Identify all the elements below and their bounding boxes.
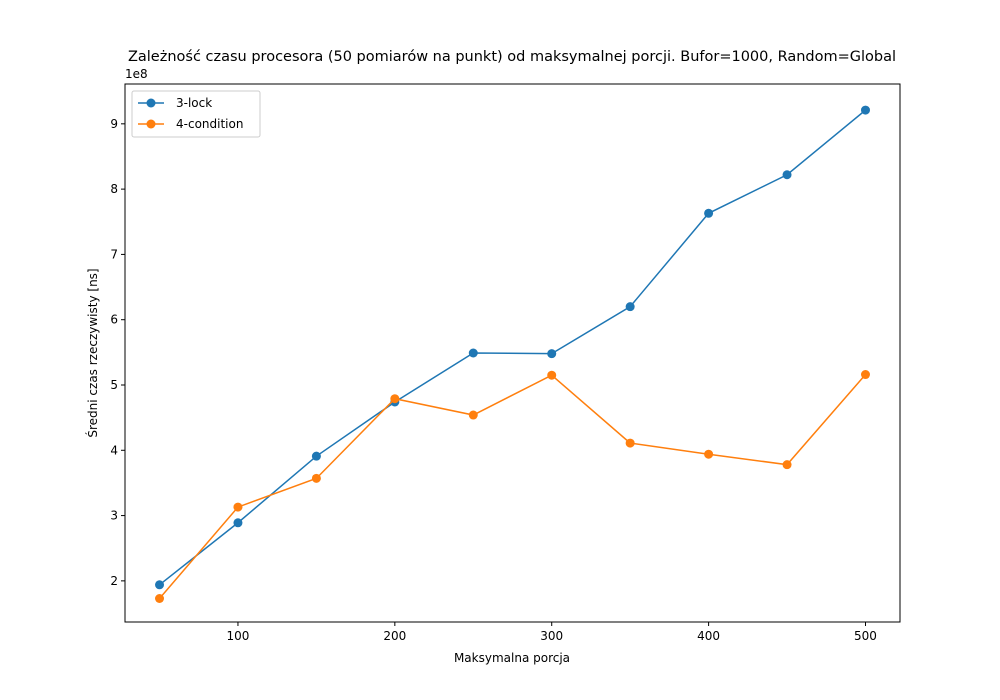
legend-label: 4-condition [176, 117, 243, 131]
data-point [625, 438, 635, 448]
data-point [155, 580, 165, 590]
y-axis: 2 3 4 5 6 7 8 9 [110, 117, 125, 588]
series-3-lock [155, 105, 870, 590]
series-layer [155, 105, 870, 603]
y-axis-label: Średni czas rzeczywisty [ns] [85, 268, 100, 437]
y-tick-label: 4 [110, 443, 118, 457]
legend-marker [146, 119, 156, 129]
data-point [233, 518, 243, 528]
x-axis: 100 200 300 400 500 [227, 622, 877, 643]
data-point [625, 302, 635, 312]
data-point [233, 502, 243, 512]
y-tick-label: 6 [110, 313, 118, 327]
x-tick-label: 400 [697, 629, 720, 643]
data-point [468, 348, 478, 358]
legend: 3-lock 4-condition [131, 90, 261, 138]
y-tick-label: 2 [110, 574, 118, 588]
data-point [155, 593, 165, 603]
legend-entry: 4-condition [138, 117, 243, 131]
y-tick-label: 8 [110, 182, 118, 196]
series-line [158, 374, 867, 599]
data-point [704, 449, 714, 459]
plot-frame [124, 83, 901, 623]
data-point [860, 370, 870, 380]
y-tick-label: 5 [110, 378, 118, 392]
data-point [547, 349, 557, 359]
y-tick-label: 3 [110, 509, 118, 523]
y-offset-label: 1e8 [125, 67, 148, 81]
y-tick-label: 9 [110, 117, 118, 131]
data-point [468, 410, 478, 420]
data-point [547, 370, 557, 380]
data-point [311, 451, 321, 461]
x-axis-label: Maksymalna porcja [454, 651, 570, 665]
data-point [860, 105, 870, 115]
x-tick-label: 200 [383, 629, 406, 643]
data-point [390, 394, 400, 404]
legend-label: 3-lock [176, 96, 212, 110]
data-point [311, 473, 321, 483]
series-line [159, 109, 866, 586]
x-tick-label: 300 [540, 629, 563, 643]
series-4-condition [155, 370, 870, 603]
data-point [704, 208, 714, 218]
chart-title: Zależność czasu procesora (50 pomiarów n… [128, 49, 896, 65]
legend-marker [146, 98, 156, 108]
data-point [782, 170, 792, 180]
plot-area [124, 83, 901, 623]
x-tick-label: 100 [227, 629, 250, 643]
x-tick-label: 500 [854, 629, 877, 643]
data-point [782, 460, 792, 470]
y-tick-label: 7 [110, 247, 118, 261]
legend-entry: 3-lock [138, 96, 212, 110]
